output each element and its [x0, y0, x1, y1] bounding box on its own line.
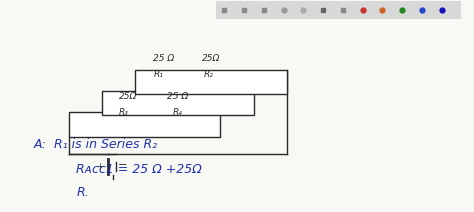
Text: −: −: [118, 160, 128, 170]
Text: 25Ω: 25Ω: [119, 92, 137, 101]
Text: R.: R.: [76, 186, 89, 198]
Bar: [102, 91, 254, 116]
Text: 25Ω: 25Ω: [202, 54, 220, 63]
Bar: [216, 1, 462, 19]
Text: A:  R₁ is in Series R₂: A: R₁ is in Series R₂: [34, 138, 158, 151]
Text: 25 Ω: 25 Ω: [153, 54, 174, 63]
Text: Rᴀᴄᴄ1 = 25 Ω +25Ω: Rᴀᴄᴄ1 = 25 Ω +25Ω: [76, 163, 202, 176]
Text: R₄: R₄: [173, 109, 183, 117]
Bar: [69, 112, 220, 137]
Text: 25 Ω: 25 Ω: [167, 92, 189, 101]
Text: R₃: R₃: [118, 109, 128, 117]
Text: R₁: R₁: [154, 70, 164, 78]
Text: +: +: [97, 162, 103, 171]
Bar: [136, 70, 287, 94]
Text: R₂: R₂: [204, 70, 214, 78]
